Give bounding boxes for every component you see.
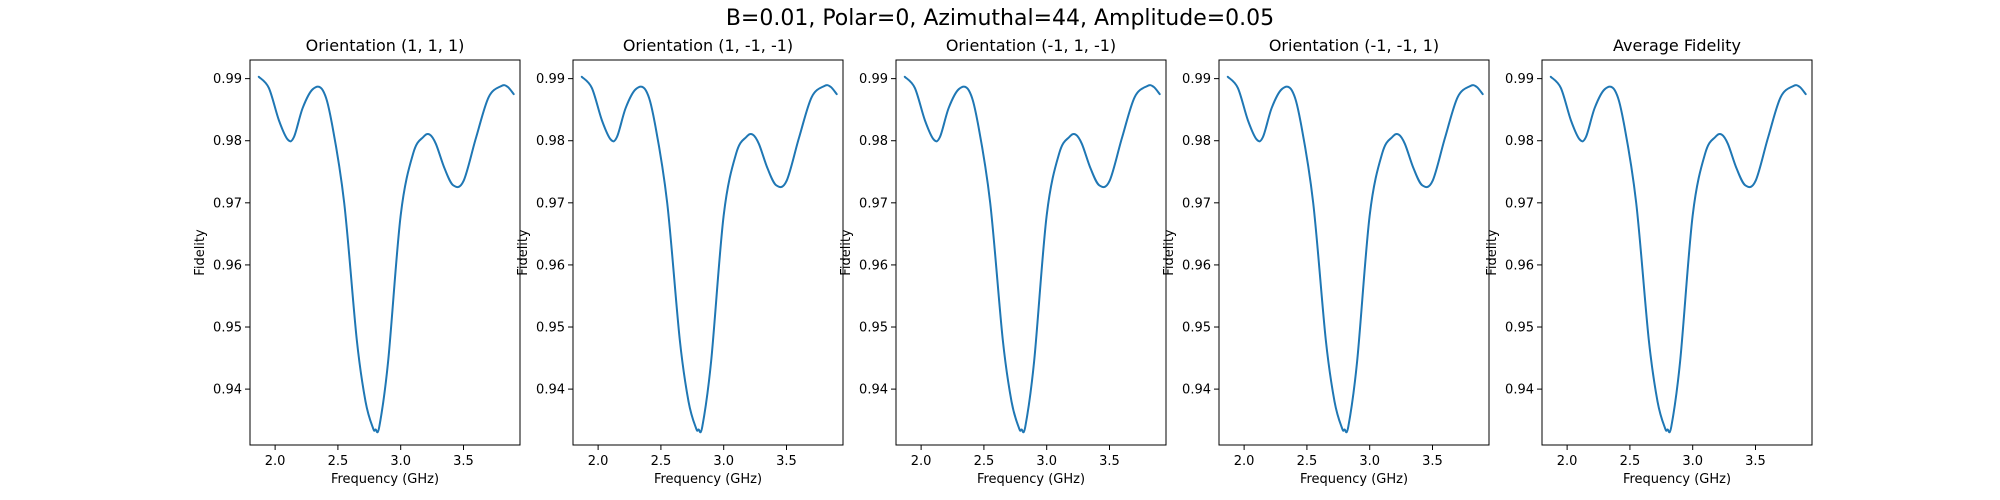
y-tick-label: 0.94 — [859, 383, 888, 398]
y-tick-label: 0.99 — [859, 72, 888, 87]
x-tick-label: 2.5 — [1297, 454, 1318, 469]
subplot-2: Orientation (1, -1, -1) 2.0 2.5 3.0 3.5 0.94 0… — [516, 36, 844, 487]
x-tick-label: 3.0 — [1682, 454, 1703, 469]
axes-frame — [572, 59, 844, 446]
y-tick-label: 0.96 — [1505, 258, 1534, 273]
x-tick-label: 2.0 — [588, 454, 609, 469]
fidelity-line — [903, 75, 1161, 434]
y-tick-label: 0.96 — [213, 258, 242, 273]
x-tick-label: 2.5 — [974, 454, 995, 469]
y-tick-label: 0.97 — [1182, 196, 1211, 211]
y-tick-label: 0.94 — [536, 383, 565, 398]
y-tick-label: 0.99 — [213, 72, 242, 87]
y-tick-label: 0.95 — [1505, 321, 1534, 336]
axes-frame — [1541, 59, 1813, 446]
subplot-3: Orientation (-1, 1, -1) 2.0 2.5 3.0 3.5 0.94 0… — [839, 36, 1167, 487]
subplot-title: Orientation (1, 1, 1) — [306, 36, 465, 55]
y-tick-label: 0.98 — [1182, 134, 1211, 149]
y-tick-label: 0.94 — [213, 383, 242, 398]
subplot-title: Orientation (-1, -1, 1) — [1269, 36, 1439, 55]
subplot-5: Average Fidelity 2.0 2.5 3.0 3.5 0.94 0.95 0.96… — [1485, 36, 1813, 487]
figure-title: B=0.01, Polar=0, Azimuthal=44, Amplitude… — [725, 6, 1275, 31]
y-tick-label: 0.96 — [1182, 258, 1211, 273]
x-tick-label: 3.0 — [1359, 454, 1380, 469]
y-tick-label: 0.98 — [1505, 134, 1534, 149]
x-tick-label: 3.0 — [713, 454, 734, 469]
x-tick-label: 3.5 — [776, 454, 797, 469]
x-tick-label: 2.5 — [651, 454, 672, 469]
y-tick-label: 0.97 — [859, 196, 888, 211]
x-axis-label: Frequency (GHz) — [977, 472, 1085, 487]
axes-frame — [249, 59, 521, 446]
fidelity-line — [580, 75, 838, 434]
x-tick-label: 3.5 — [1422, 454, 1443, 469]
y-tick-label: 0.97 — [213, 196, 242, 211]
x-axis-label: Frequency (GHz) — [331, 472, 439, 487]
y-axis-label: Fidelity — [516, 229, 531, 276]
x-tick-label: 3.5 — [453, 454, 474, 469]
x-axis-label: Frequency (GHz) — [1623, 472, 1731, 487]
y-tick-label: 0.98 — [213, 134, 242, 149]
y-tick-label: 0.94 — [1182, 383, 1211, 398]
subplot-title: Orientation (1, -1, -1) — [623, 36, 793, 55]
x-tick-label: 2.0 — [1557, 454, 1578, 469]
y-tick-label: 0.95 — [1182, 321, 1211, 336]
y-tick-label: 0.95 — [213, 321, 242, 336]
y-tick-label: 0.99 — [1182, 72, 1211, 87]
x-tick-label: 2.5 — [1620, 454, 1641, 469]
x-tick-label: 2.0 — [265, 454, 286, 469]
fidelity-line — [257, 75, 515, 434]
fidelity-line — [1549, 75, 1807, 434]
fidelity-line — [1226, 75, 1484, 434]
x-tick-label: 3.0 — [390, 454, 411, 469]
y-tick-label: 0.97 — [1505, 196, 1534, 211]
y-tick-label: 0.99 — [536, 72, 565, 87]
y-tick-label: 0.98 — [536, 134, 565, 149]
x-tick-label: 2.5 — [328, 454, 349, 469]
y-tick-label: 0.94 — [1505, 383, 1534, 398]
x-tick-label: 3.5 — [1099, 454, 1120, 469]
subplot-1: Orientation (1, 1, 1) 2.0 2.5 3.0 3.5 0.94 0.9… — [193, 36, 521, 487]
subplot-title: Orientation (-1, 1, -1) — [946, 36, 1116, 55]
y-axis-label: Fidelity — [839, 229, 854, 276]
y-tick-label: 0.97 — [536, 196, 565, 211]
y-axis-label: Fidelity — [1162, 229, 1177, 276]
subplot-title: Average Fidelity — [1613, 36, 1741, 55]
x-tick-label: 2.0 — [911, 454, 932, 469]
x-tick-label: 3.0 — [1036, 454, 1057, 469]
y-tick-label: 0.95 — [859, 321, 888, 336]
y-axis-label: Fidelity — [1485, 229, 1500, 276]
y-axis-label: Fidelity — [193, 229, 208, 276]
y-tick-label: 0.98 — [859, 134, 888, 149]
y-tick-label: 0.96 — [859, 258, 888, 273]
axes-frame — [1218, 59, 1490, 446]
x-tick-label: 3.5 — [1745, 454, 1766, 469]
x-axis-label: Frequency (GHz) — [1300, 472, 1408, 487]
subplot-4: Orientation (-1, -1, 1) 2.0 2.5 3.0 3.5 0.94 0… — [1162, 36, 1490, 487]
y-tick-label: 0.95 — [536, 321, 565, 336]
x-axis-label: Frequency (GHz) — [654, 472, 762, 487]
y-tick-label: 0.96 — [536, 258, 565, 273]
axes-frame — [895, 59, 1167, 446]
y-tick-label: 0.99 — [1505, 72, 1534, 87]
x-tick-label: 2.0 — [1234, 454, 1255, 469]
